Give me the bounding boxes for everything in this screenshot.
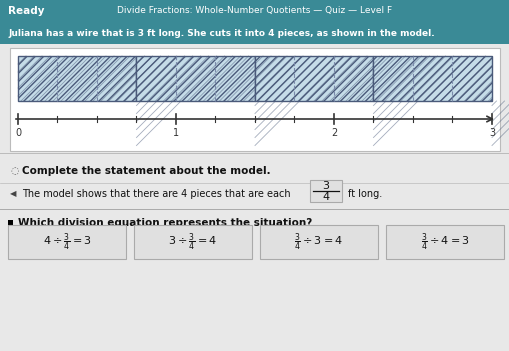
Text: ◀: ◀ [10,190,16,199]
Bar [136,56,254,101]
Bar [18,56,136,101]
Text: 3: 3 [488,128,494,138]
Bar [0,0,509,22]
Text: Which division equation represents the situation?: Which division equation represents the s… [18,218,312,228]
Text: ft long.: ft long. [347,189,382,199]
Bar [254,56,373,101]
Text: 1: 1 [173,128,179,138]
Text: $\frac{3}{4} \div 4 = 3$: $\frac{3}{4} \div 4 = 3$ [420,231,468,253]
Text: Ready: Ready [8,6,44,16]
Bar [18,56,136,101]
Bar [373,56,491,101]
Text: $3 \div \frac{3}{4} = 4$: $3 \div \frac{3}{4} = 4$ [168,231,217,253]
Text: $\frac{3}{4} \div 3 = 4$: $\frac{3}{4} \div 3 = 4$ [294,231,343,253]
Text: 2: 2 [330,128,336,138]
Bar [254,56,373,101]
Bar [309,180,342,202]
Bar [373,56,491,101]
Text: 0: 0 [15,128,21,138]
Bar [134,225,251,259]
Bar [8,225,126,259]
Text: The model shows that there are 4 pieces that are each: The model shows that there are 4 pieces … [22,189,290,199]
Text: Complete the statement about the model.: Complete the statement about the model. [22,166,270,176]
Text: Divide Fractions: Whole-Number Quotients — Quiz — Level F: Divide Fractions: Whole-Number Quotients… [117,7,392,15]
Bar [0,22,509,44]
Bar [260,225,377,259]
Bar [0,44,509,351]
Bar [385,225,503,259]
Text: Juliana has a wire that is 3 ft long. She cuts it into 4 pieces, as shown in the: Juliana has a wire that is 3 ft long. Sh… [8,28,434,38]
Bar [8,220,13,228]
Text: 3: 3 [322,181,329,191]
Text: ◌: ◌ [10,166,18,176]
Bar [10,48,499,151]
Text: 4: 4 [322,192,329,202]
Text: $4 \div \frac{3}{4} = 3$: $4 \div \frac{3}{4} = 3$ [42,231,91,253]
Bar [136,56,254,101]
